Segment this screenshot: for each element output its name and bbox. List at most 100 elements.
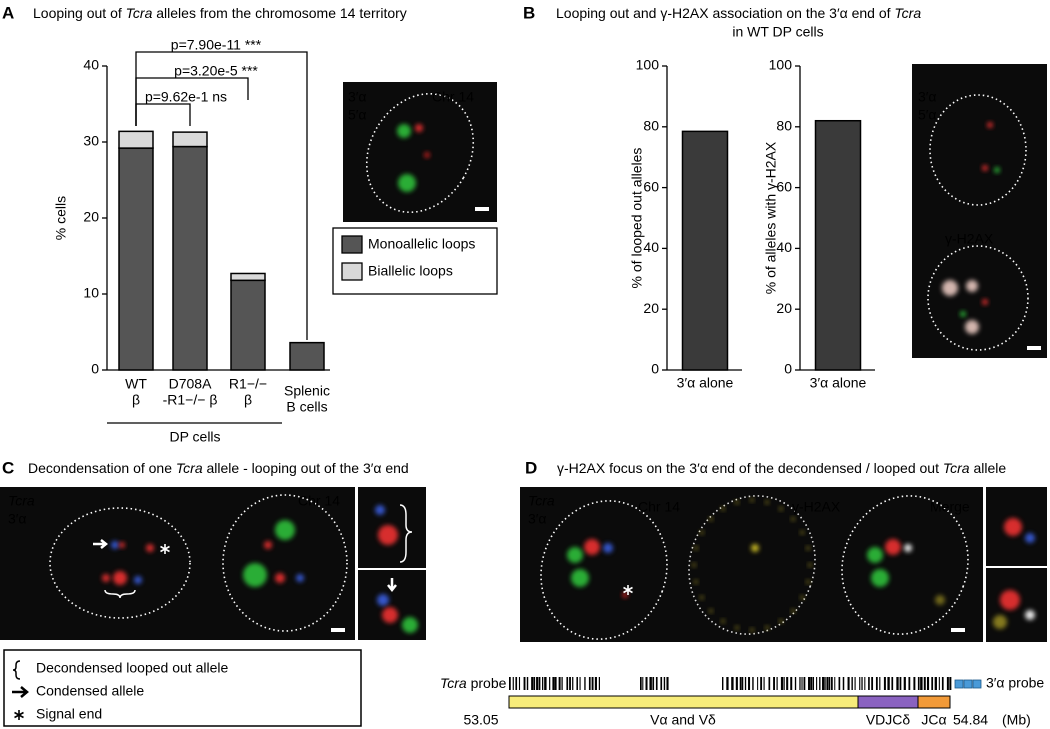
- bar: [118, 147, 154, 371]
- probe-tick: [561, 677, 563, 690]
- probe-tick: [896, 677, 899, 690]
- y-tick-label: 100: [636, 57, 660, 73]
- fluorescence-signal: [749, 498, 754, 502]
- x-tick-label: 3′α alone: [810, 375, 867, 391]
- fluorescence-signal: [720, 506, 725, 511]
- probe-tick: [663, 677, 666, 690]
- probe-tick: [515, 677, 518, 690]
- fluorescence-signal: [765, 625, 770, 630]
- probe-tick: [591, 677, 594, 690]
- probe-tick: [509, 677, 511, 690]
- image-label: 3′α: [348, 89, 367, 105]
- bar: [118, 130, 154, 149]
- fluorescence-signal: [275, 573, 285, 583]
- probe-tick: [949, 677, 952, 690]
- probe-tick: [913, 677, 916, 690]
- locus-segment: [508, 695, 859, 709]
- fluorescence-signal: [800, 595, 805, 600]
- y-axis-label: % of looped out alleles: [629, 148, 645, 289]
- panel-title: in WT DP cells: [732, 24, 823, 40]
- alpha-probe: [954, 679, 964, 689]
- probe-tick: [558, 677, 561, 690]
- fluorescence-signal: [935, 595, 945, 605]
- fluorescence-signal: [264, 541, 272, 549]
- text-part: Decondensation of one: [28, 460, 176, 476]
- fluorescence-signal: [806, 546, 811, 551]
- probe-tick: [854, 677, 856, 690]
- segment-label: Vα and Vδ: [650, 712, 716, 728]
- probe-tick: [642, 677, 644, 690]
- probe-tick: [752, 677, 754, 690]
- text-part: allele - looping out of the 3′α end: [203, 460, 409, 476]
- image-label: 3′α: [8, 511, 27, 527]
- y-tick-label: 20: [776, 300, 792, 316]
- fluorescence-signal: [398, 174, 416, 192]
- probe-tick: [518, 677, 521, 690]
- probe-tick: [864, 677, 866, 690]
- probe-tick: [652, 677, 655, 690]
- probe-tick: [879, 677, 881, 690]
- asterisk: [160, 544, 170, 554]
- probe-tick: [598, 677, 600, 690]
- nucleus-outline: [841, 495, 969, 635]
- track-label: Tcra probe: [440, 675, 507, 691]
- x-tick-label: β: [244, 392, 252, 408]
- y-tick-label: 0: [651, 361, 659, 377]
- text-part: probe: [467, 675, 507, 691]
- fluorescence-signal: [375, 505, 385, 515]
- fluorescence-signal: [993, 615, 1007, 629]
- y-tick-label: 100: [769, 57, 793, 73]
- probe-tick: [726, 677, 729, 690]
- probe-tick: [588, 677, 591, 690]
- probe-tick: [903, 677, 906, 690]
- x-tick-label: D708A: [169, 376, 212, 392]
- segment-label: VDJCδ: [866, 712, 911, 728]
- panel-title: Decondensation of one Tcra allele - loop…: [28, 460, 409, 476]
- group-label: DP cells: [169, 429, 220, 445]
- text-part: Tcra: [943, 460, 970, 476]
- fluorescence-signal: [699, 595, 704, 600]
- y-tick-label: 30: [83, 133, 99, 149]
- fluorescence-signal: [734, 500, 739, 505]
- fluorescence-signal: [415, 124, 423, 132]
- panel-label: B: [523, 3, 535, 22]
- fluorescence-signal: [734, 625, 739, 630]
- image-label: Tcra: [528, 493, 555, 509]
- image-label: 5′α: [348, 107, 367, 123]
- fluorescence-signal: [885, 539, 901, 555]
- probe-tick: [768, 677, 771, 690]
- fluorescence-signal: [275, 520, 295, 540]
- legend-swatch: [341, 235, 363, 254]
- probe-tick: [554, 677, 557, 690]
- fluorescence-signal: [119, 542, 125, 548]
- y-axis-label: % cells: [53, 196, 69, 240]
- nucleus-outline: [540, 500, 668, 640]
- panel-title: Looping out of Tcra alleles from the chr…: [33, 5, 407, 21]
- probe-tick: [584, 677, 586, 690]
- probe-tick: [887, 677, 890, 690]
- asterisk: [14, 710, 24, 720]
- fluorescence-signal: [750, 628, 755, 632]
- probe-tick: [875, 677, 878, 690]
- fluorescence-signal: [111, 541, 119, 549]
- text-part: γ-H2AX focus on the 3′α end of the decon…: [557, 460, 943, 476]
- fluorescence-signal: [397, 124, 411, 138]
- micrograph: [520, 487, 983, 642]
- fluorescence-signal: [622, 592, 628, 598]
- probe-tick: [780, 677, 784, 690]
- nucleus-outline: [927, 245, 1029, 351]
- probe-tick: [739, 677, 742, 690]
- probe-tick: [544, 677, 547, 690]
- probe-tick: [826, 677, 829, 690]
- locus-coordinate: 53.05: [463, 712, 498, 728]
- probe-tick: [649, 677, 652, 690]
- text-part: Tcra: [126, 5, 153, 21]
- probe-tick: [536, 677, 539, 690]
- x-tick-label: Splenic: [284, 383, 330, 399]
- text-part: Looping out and γ-H2AX association on th…: [556, 5, 894, 21]
- probe-tick: [735, 677, 738, 690]
- probe-tick: [790, 677, 793, 690]
- brace: [399, 504, 413, 563]
- y-tick-label: 80: [776, 118, 792, 134]
